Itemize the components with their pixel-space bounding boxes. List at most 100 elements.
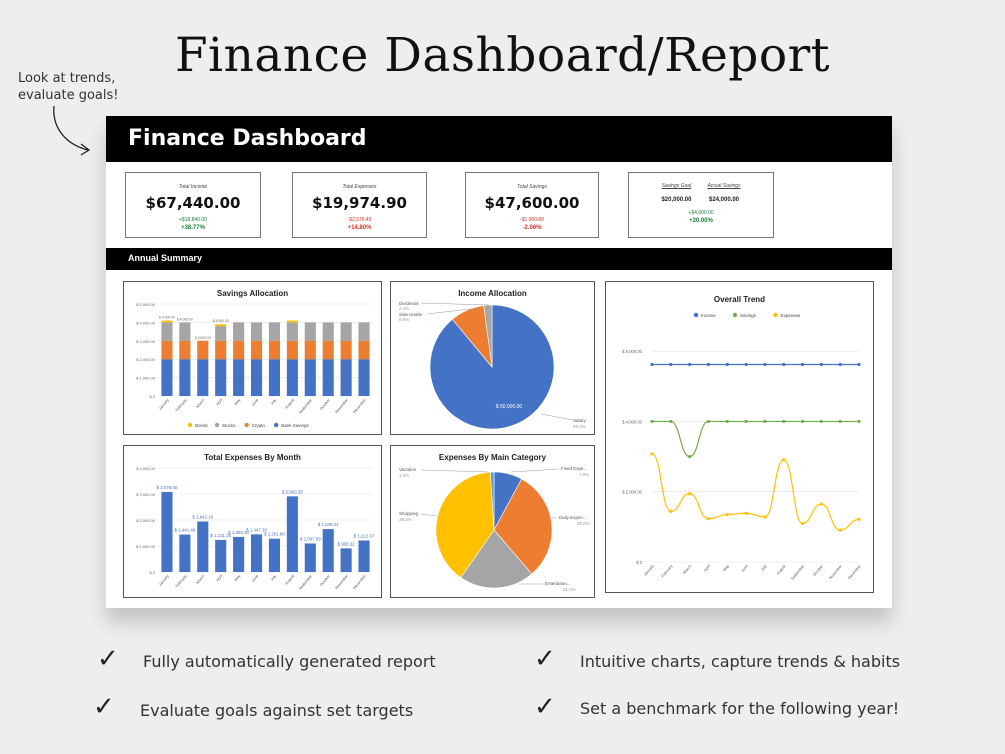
bar xyxy=(340,548,352,572)
bar-label: $ 1,097.99 xyxy=(300,536,321,541)
legend-label: Crypto xyxy=(252,423,266,428)
bar-segment xyxy=(304,340,316,360)
data-point xyxy=(838,528,842,532)
side-note-line-1: Look at trends, xyxy=(18,71,116,86)
data-point xyxy=(782,362,786,367)
x-tick-label: April xyxy=(703,564,711,573)
kpi-change: -$1,000.00 xyxy=(520,217,544,223)
x-tick-label: November xyxy=(829,564,844,581)
dashboard-header: Finance Dashboard xyxy=(106,116,892,162)
expenses-by-category-chart: Expenses By Main Category Fixed Expe... 7… xyxy=(390,445,595,598)
bar xyxy=(322,529,334,572)
x-tick-label: January xyxy=(158,398,170,411)
y-tick-label: $ 2,000.00 xyxy=(622,490,642,495)
slice-pct: 39.3% xyxy=(399,517,412,522)
kpi-value: $19,974.90 xyxy=(312,194,407,212)
y-tick-label: $ 1,000.00 xyxy=(136,376,156,381)
pie-slice xyxy=(490,471,495,531)
x-tick-label: March xyxy=(683,564,693,575)
kpi-value: $47,600.00 xyxy=(484,194,580,212)
legend-label: Expenses xyxy=(781,313,802,318)
bar-segment xyxy=(215,340,227,360)
bar-segment xyxy=(358,359,370,396)
slice-name: Dividends xyxy=(399,301,420,306)
bar-label: $ 1,649.24 xyxy=(318,522,339,527)
goal-value: $20,000.00 xyxy=(661,197,692,203)
data-point xyxy=(763,419,767,424)
bar-segment xyxy=(322,359,334,396)
check-icon: ✓ xyxy=(93,692,115,722)
check-icon: ✓ xyxy=(97,644,119,674)
bar-label: $ 1,281.86 xyxy=(264,532,285,537)
slice-pct: 1.0% xyxy=(399,473,409,478)
chart-svg: $ 0 $ 1,000.00 $ 2,000.00 $ 3,000.00 $ 4,000… xyxy=(136,302,373,428)
data-point xyxy=(857,362,861,367)
data-point xyxy=(725,512,729,517)
data-point xyxy=(763,362,767,367)
data-point xyxy=(650,419,654,424)
x-tick-label: April xyxy=(216,398,224,407)
bar-segment xyxy=(286,320,298,323)
bar-segment xyxy=(250,359,263,396)
slice-name: Daily Expen... xyxy=(559,515,587,520)
chart-title: Overall Trend xyxy=(713,295,766,304)
bar-segment xyxy=(233,340,245,360)
y-tick-label: $ 1,000.00 xyxy=(136,544,156,549)
y-tick-label: $ 2,000.00 xyxy=(136,518,156,523)
kpi-percent: +20.00% xyxy=(689,218,713,224)
data-point xyxy=(744,362,748,367)
data-point xyxy=(819,362,823,367)
x-tick-label: September xyxy=(790,564,805,581)
page-title: Finance Dashboard/Report xyxy=(174,28,831,83)
chart-svg: $ 0 $ 1,000.00 $ 2,000.00 $ 3,000.00 $ 4,000… xyxy=(136,466,375,591)
income-allocation-chart: Income Allocation $ 60,000.00 Salary 89.0%… xyxy=(390,281,595,435)
bar-label: $ 4,000.00 xyxy=(213,319,229,323)
x-tick-label: May xyxy=(722,564,730,572)
goal-label: Savings Goal xyxy=(661,183,692,189)
bar-segment xyxy=(161,340,173,360)
actual-value: $24,000.00 xyxy=(708,197,740,203)
dashboard-title: Finance Dashboard xyxy=(128,126,367,151)
feature-text: Fully automatically generated report xyxy=(143,652,436,671)
x-tick-label: November xyxy=(335,574,350,591)
x-tick-label: July xyxy=(270,574,277,582)
pie-slice xyxy=(435,471,495,578)
bar xyxy=(250,534,263,572)
section-title: Annual Summary xyxy=(128,253,203,263)
kpi-change: +$18,840.00 xyxy=(179,217,207,223)
bar-segment xyxy=(179,340,191,360)
data-point xyxy=(838,362,842,367)
chart-svg: $ 0 $ 2,000.00 $ 4,000.00 $ 6,000.00 Income S… xyxy=(622,312,862,581)
data-point xyxy=(650,452,654,456)
leader-line xyxy=(540,413,574,421)
kpi-percent: -2.06% xyxy=(522,225,542,231)
legend-marker xyxy=(244,422,249,428)
chart-title: Expenses By Main Category xyxy=(438,453,547,462)
x-tick-label: June xyxy=(251,574,259,583)
slice-name: Vacation xyxy=(399,467,417,472)
kpi-label: Total Income xyxy=(178,184,208,190)
slice-name: Salary xyxy=(573,418,587,423)
bar xyxy=(233,536,245,572)
data-point xyxy=(782,458,786,462)
bar-segment xyxy=(286,340,298,360)
bar-segment xyxy=(233,359,245,396)
y-tick-label: $ 4,000.00 xyxy=(136,466,156,471)
kpi-total-expenses: Total Expenses $19,974.90 -$2,576.49 +14… xyxy=(292,172,427,238)
kpi-total-income: Total Income $67,440.00 +$18,840.00 +38.… xyxy=(125,172,261,238)
chart-title: Income Allocation xyxy=(458,289,527,298)
y-tick-label: $ 6,000.00 xyxy=(622,349,642,354)
legend-marker xyxy=(773,312,778,318)
x-tick-label: December xyxy=(352,398,367,415)
side-note-line-2: evaluate goals! xyxy=(18,88,119,103)
bar-segment xyxy=(268,359,281,396)
check-icon: ✓ xyxy=(534,644,556,674)
legend-marker xyxy=(732,312,738,318)
bar-segment xyxy=(233,322,245,341)
slice-pct: 8.9% xyxy=(399,317,409,322)
bar-label: $ 1,231.25 xyxy=(210,533,231,538)
bar xyxy=(304,543,316,572)
legend-marker xyxy=(187,422,193,428)
bar-segment xyxy=(215,326,227,341)
